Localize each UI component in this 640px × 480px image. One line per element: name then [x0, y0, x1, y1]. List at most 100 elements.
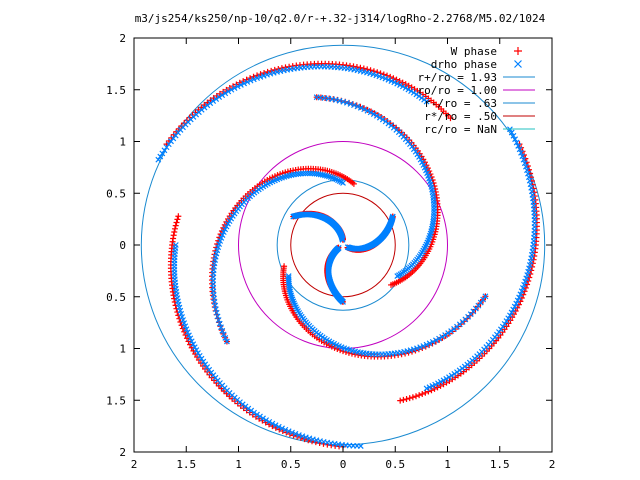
point-s1-a8-33: [503, 318, 510, 324]
point-s1-a5-76: [364, 107, 371, 114]
point-s1-a1-90: [340, 299, 346, 305]
point-s1-a8-81: [520, 156, 527, 163]
point-s1-a3-88: [220, 331, 227, 338]
point-s1-a6-12: [391, 79, 398, 86]
point-s1-a3-89: [222, 335, 229, 341]
point-s1-a8-44: [520, 285, 526, 291]
point-s0-a4-49: [352, 351, 359, 358]
x-tick-label-3: 0.5: [281, 458, 301, 471]
y-axis-ticks: 2 1.5 1 0.5 0 0.5 1 1.5 2: [106, 32, 552, 459]
point-s1-a8-10: [451, 370, 458, 377]
point-s1-a4-72: [432, 337, 439, 344]
point-s1-a5-72: [376, 114, 383, 121]
point-s1-a6-5: [410, 89, 417, 96]
point-s0-a7-5: [171, 229, 178, 236]
point-s1-a8-8: [446, 374, 452, 381]
point-s1-a5-81: [347, 100, 354, 107]
point-s1-a7-27: [183, 326, 190, 333]
legend-marker-1: [514, 60, 522, 68]
legend-label-4: r-/ro = .63: [424, 97, 497, 110]
point-s1-a7-36: [196, 352, 203, 359]
point-s1-a5-80: [351, 102, 357, 109]
point-s1-a4-89: [480, 296, 487, 303]
point-s1-a7-69: [282, 426, 289, 433]
point-s0-a8-2: [403, 396, 410, 403]
point-s1-a6-50: [267, 70, 274, 77]
point-s1-a8-84: [516, 146, 523, 153]
point-s1-a6-3: [416, 93, 422, 100]
series-1: [155, 63, 538, 449]
point-s1-a8-39: [513, 300, 520, 307]
y-tick-label-7: 1.5: [106, 394, 126, 407]
point-s1-a7-28: [184, 329, 191, 336]
point-s0-a7-24: [170, 292, 177, 299]
point-s1-a6-88: [159, 150, 166, 157]
point-s1-a6-9: [399, 83, 406, 90]
x-tick-label-6: 1: [444, 458, 451, 471]
point-s1-a7-70: [285, 428, 292, 435]
point-s1-a8-49: [525, 268, 532, 275]
point-s1-a4-75: [442, 332, 449, 338]
point-s1-a7-72: [292, 430, 299, 437]
point-s1-a6-63: [225, 88, 232, 95]
x-tick-label-4: 0: [340, 458, 347, 471]
point-s1-a6-55: [250, 76, 257, 83]
point-s1-a6-58: [241, 80, 248, 87]
point-s1-a7-67: [275, 423, 282, 430]
point-s1-a4-65: [410, 346, 417, 353]
point-s1-a8-4: [435, 380, 441, 387]
point-s1-a7-26: [182, 323, 189, 330]
point-s0-a7-37: [183, 335, 190, 342]
point-s0-a8-0: [397, 397, 404, 404]
point-s1-a6-6: [408, 88, 415, 95]
point-s1-a4-67: [417, 344, 424, 351]
point-s0-a8-6: [416, 392, 423, 399]
point-s1-a5-77: [361, 106, 368, 113]
point-s1-a6-49: [270, 69, 277, 76]
point-s1-a6-8: [402, 85, 409, 91]
x-axis-ticks: 2 1.5 1 0.5 0 0.5 1 1.5 2: [131, 38, 555, 471]
y-tick-label-0: 2: [119, 32, 126, 45]
point-s1-a7-62: [260, 415, 266, 422]
y-tick-label-2: 1: [119, 136, 126, 149]
point-s1-a7-90: [357, 443, 364, 449]
y-tick-label-6: 1: [119, 343, 126, 356]
point-s1-a4-66: [414, 345, 420, 352]
point-s1-a6-54: [254, 75, 261, 82]
point-s1-a3-56: [223, 223, 230, 230]
y-tick-label-1: 1.5: [106, 84, 126, 97]
point-s1-a7-33: [191, 344, 198, 351]
point-s1-a3-86: [218, 324, 224, 331]
point-s1-a3-19: [302, 170, 309, 177]
point-s1-a7-65: [269, 420, 276, 427]
y-tick-label-3: 0.5: [106, 187, 126, 200]
point-s1-a8-41: [516, 294, 523, 301]
point-s0-a5-30: [431, 231, 438, 238]
point-s1-a4-70: [426, 340, 433, 347]
chart-title: m3/js254/ks250/np-10/q2.0/r-+.32-j314/lo…: [135, 12, 546, 25]
point-s1-a6-52: [260, 72, 267, 79]
point-s0-a8-8: [422, 389, 429, 396]
point-s1-a7-37: [198, 355, 205, 362]
point-s1-a3-52: [229, 213, 236, 219]
point-s1-a5-73: [373, 112, 380, 119]
point-s1-a6-10: [397, 82, 403, 88]
legend-label-6: rc/ro = NaN: [424, 123, 497, 136]
point-s0-a4-68: [415, 346, 422, 353]
point-s1-a6-57: [244, 79, 251, 85]
point-s1-a6-4: [413, 91, 420, 98]
point-s1-a6-13: [388, 78, 395, 84]
point-s1-a8-9: [448, 372, 455, 379]
point-s1-a8-85: [515, 143, 522, 149]
point-s1-a6-61: [231, 85, 238, 92]
point-s0-a6-30: [360, 65, 367, 72]
point-s1-a7-35: [195, 350, 201, 356]
point-s1-a3-54: [226, 218, 233, 225]
point-s1-a5-74: [370, 111, 377, 117]
x-tick-label-1: 1.5: [176, 458, 196, 471]
point-s1-a7-74: [299, 433, 306, 440]
point-s1-a3-18: [304, 170, 311, 177]
point-s1-a7-68: [279, 425, 285, 432]
point-s1-a8-43: [518, 288, 525, 295]
